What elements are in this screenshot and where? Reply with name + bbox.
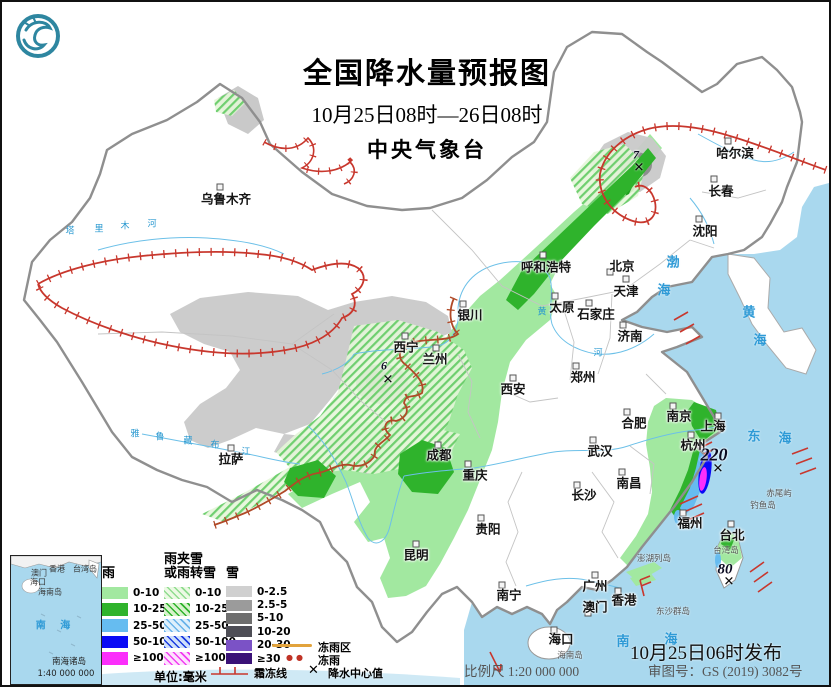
china-boundary [22,30,804,644]
frost-lines-layer [34,121,828,529]
inset-label: 澳门 [31,568,47,578]
inset-label: 南海诸岛 [51,657,87,667]
inset-label: 海口 [30,577,46,587]
inset-label: 1:40 000 000 [37,669,95,679]
inset-label: 香港 [49,564,65,574]
south-china-sea-inset: 澳门 香港 台湾岛海口 海南岛南 海南海诸岛 1:40 000 000 [10,555,102,685]
inset-map-svg [11,556,101,684]
issue-time: 10月25日06时发布 [630,643,783,664]
inset-label: 海南岛 [38,587,62,597]
red-marks-layer [489,311,817,673]
map-scale: 比例尺 1:20 000 000 [464,664,580,679]
cma-logo [16,14,60,58]
precip-layer [170,86,720,598]
islands-layer [527,528,744,660]
inset-labels: 澳门 香港 台湾岛海口 海南岛南 海南海诸岛 1:40 000 000 [11,556,101,684]
approval-number: 审图号：GS (2019) 3082号 [648,664,803,679]
inset-label: 台湾岛 [73,564,97,574]
province-borders-layer [97,189,767,587]
inset-label: 南 海 [35,620,77,632]
